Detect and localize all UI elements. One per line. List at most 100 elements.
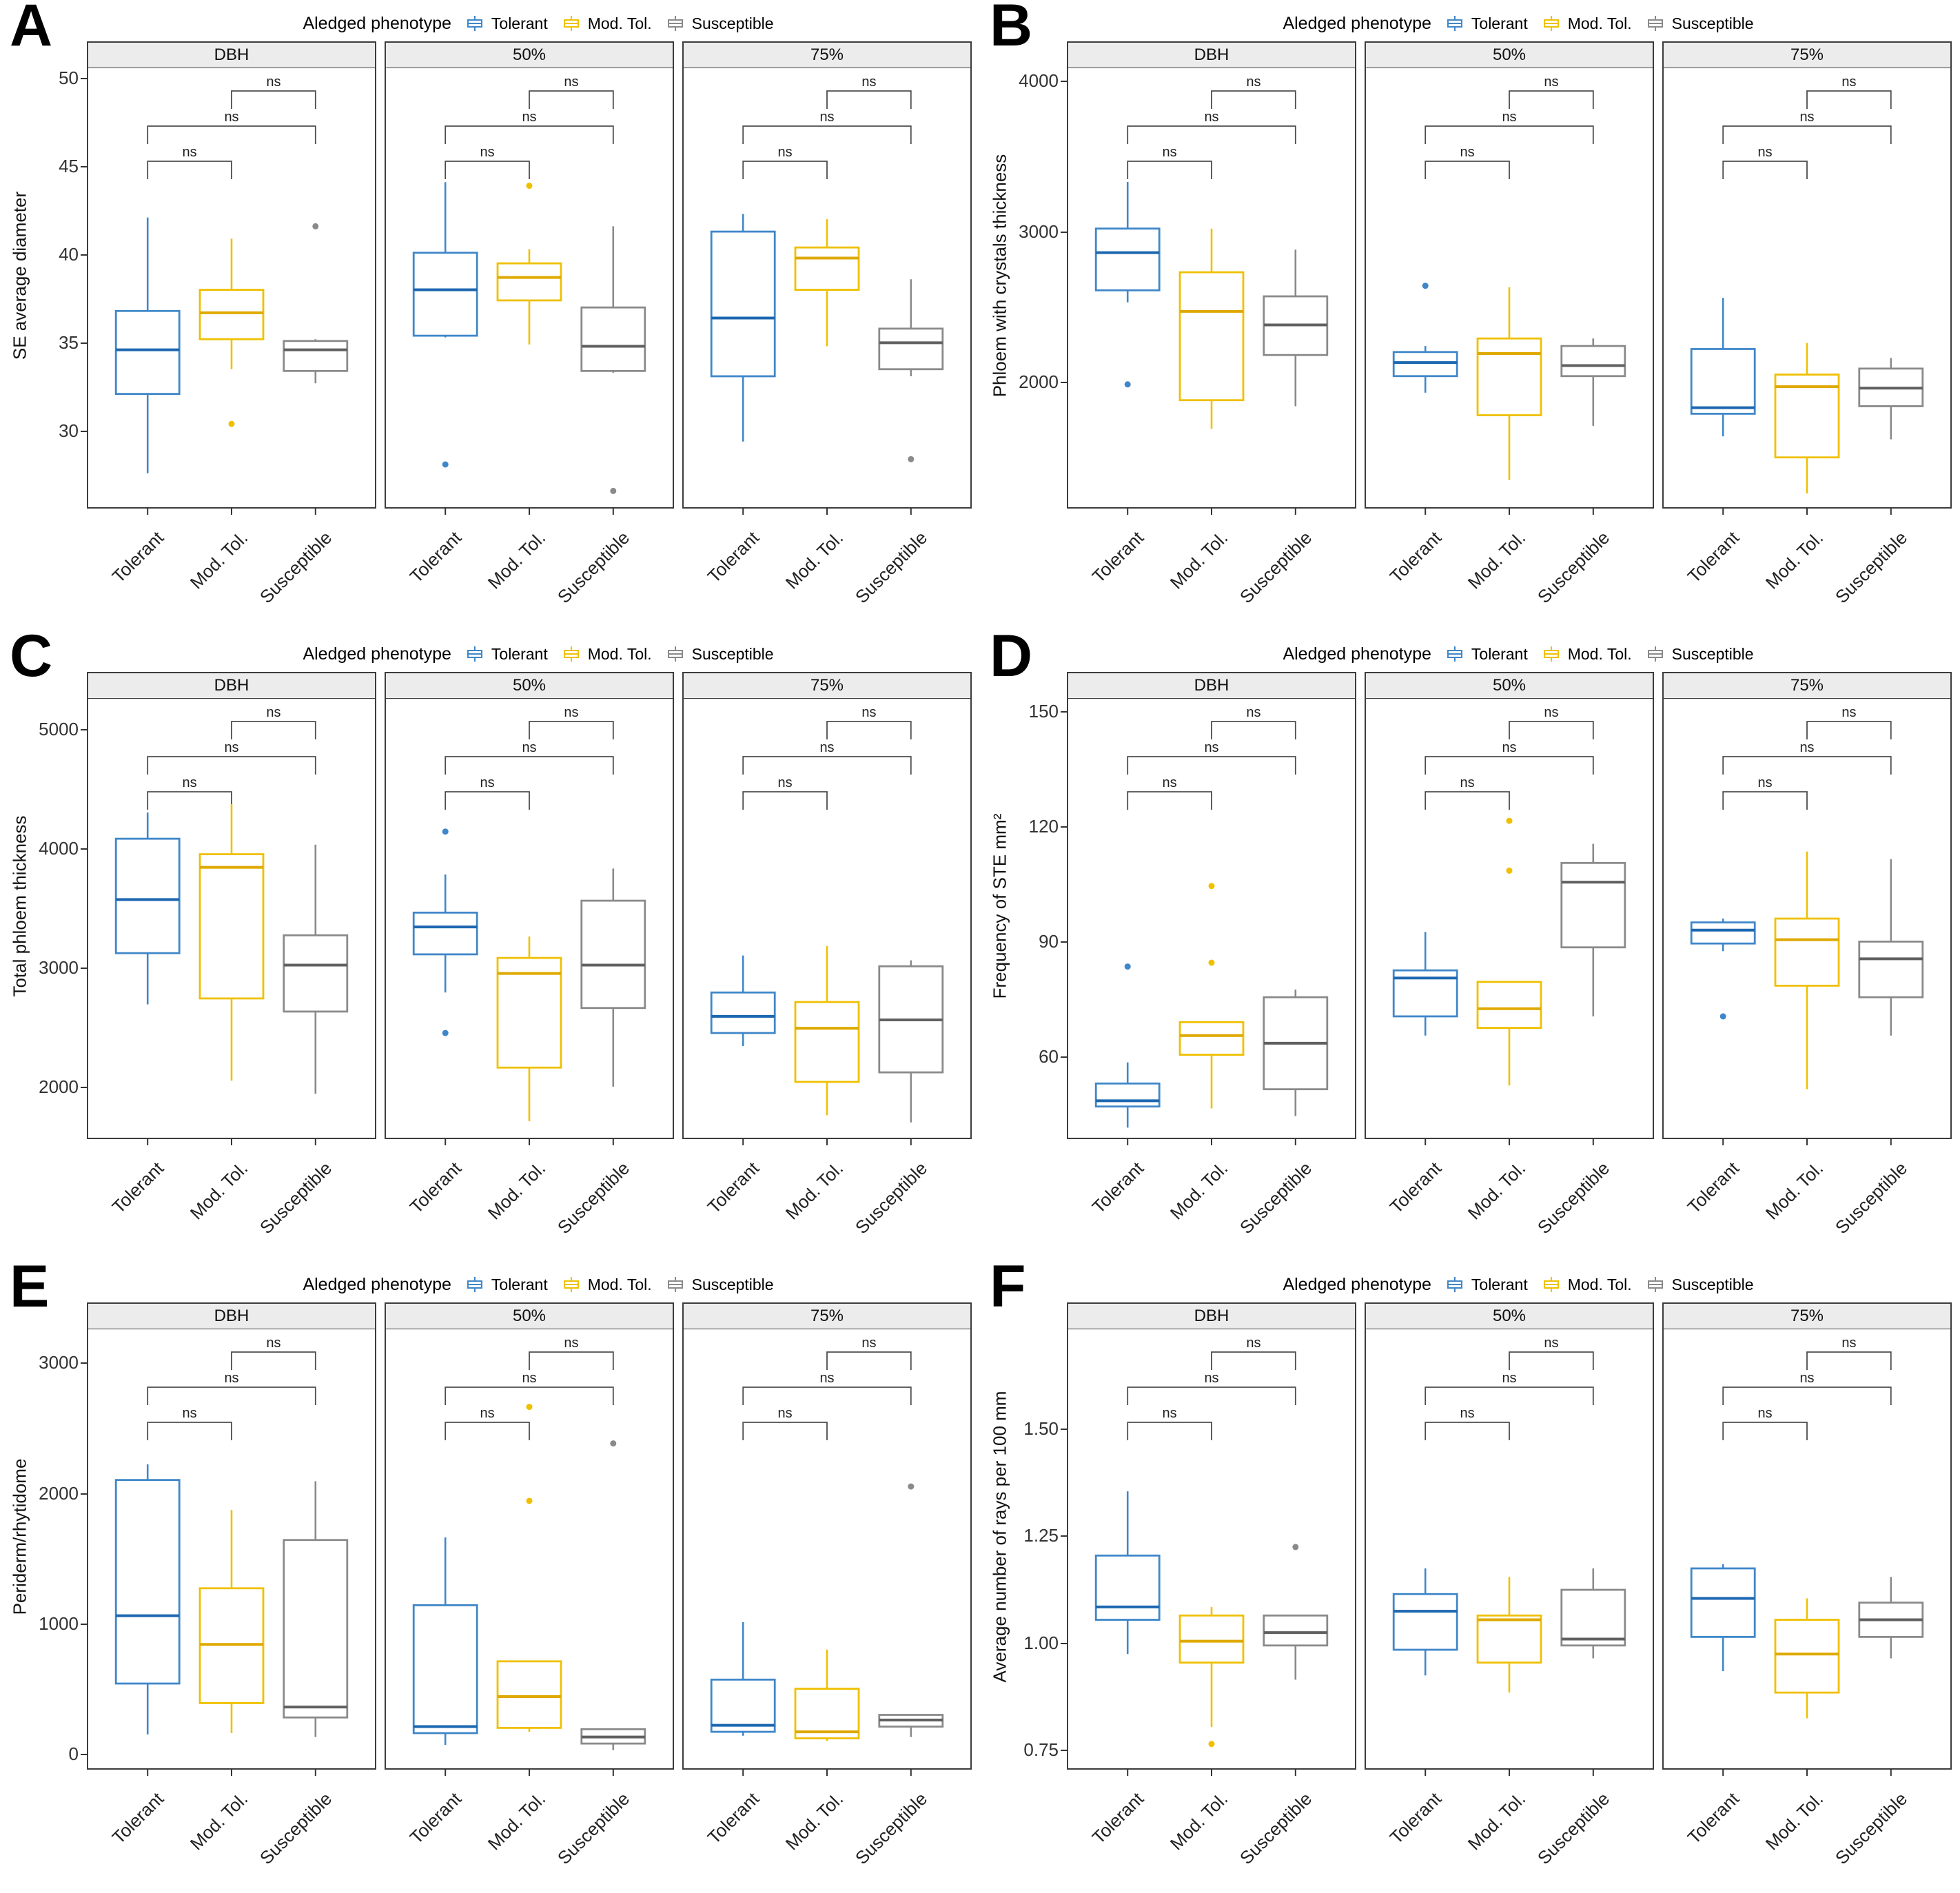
legend-item-label: Susceptible bbox=[1671, 14, 1754, 32]
legend-item-label: Mod. Tol. bbox=[587, 14, 652, 32]
x-tick-label: Tolerant bbox=[405, 527, 466, 587]
significance-bracket: ns bbox=[1211, 705, 1296, 739]
significance-label: ns bbox=[1246, 1336, 1260, 1351]
facet-plot: ns ns ns bbox=[1662, 1329, 1952, 1776]
significance-bracket: ns bbox=[1806, 1336, 1892, 1370]
bracket-line bbox=[826, 1351, 912, 1370]
plot-row: SE average diameter 30 35 40 45 50 DBH ns ns ns To… bbox=[4, 41, 980, 626]
bracket-line bbox=[1425, 1387, 1594, 1405]
boxplot-tolerant bbox=[412, 828, 478, 1036]
plot-row: Phloem with crystals thickness 2000 3000 40… bbox=[984, 41, 1960, 626]
iqr-box bbox=[710, 230, 776, 378]
significance-bracket: ns bbox=[445, 1406, 530, 1440]
x-axis-labels: Tolerant Mod. Tol. Susceptible bbox=[1365, 518, 1654, 626]
bracket-line bbox=[1722, 1422, 1808, 1440]
bracket-line bbox=[826, 721, 912, 739]
significance-bracket: ns bbox=[147, 110, 316, 144]
y-tick-mark bbox=[1061, 1749, 1067, 1751]
iqr-box bbox=[412, 1604, 478, 1735]
x-tick-label: Mod. Tol. bbox=[185, 1158, 252, 1224]
iqr-box bbox=[580, 306, 646, 372]
bracket-line bbox=[1722, 791, 1808, 810]
y-tick-mark bbox=[81, 342, 87, 344]
x-tick-label: Susceptible bbox=[1830, 527, 1912, 608]
boxplot-key-icon bbox=[563, 16, 579, 31]
boxplot-key-icon bbox=[1543, 16, 1559, 31]
x-tick-label: Mod. Tol. bbox=[781, 1788, 848, 1854]
significance-bracket: ns bbox=[1425, 1406, 1510, 1440]
significance-label: ns bbox=[1502, 1371, 1516, 1386]
bracket-line bbox=[742, 125, 912, 144]
outlier-dot bbox=[442, 461, 449, 468]
facet-strip-label: 50% bbox=[512, 45, 547, 64]
legend: Aledged phenotype Tolerant Mod. Tol. Suscep… bbox=[1076, 6, 1960, 41]
significance-bracket: ns bbox=[147, 1406, 232, 1440]
iqr-box bbox=[1690, 1567, 1756, 1638]
x-axis-labels: Tolerant Mod. Tol. Susceptible bbox=[682, 1148, 972, 1257]
significance-label: ns bbox=[266, 74, 280, 90]
outlier-dot bbox=[526, 1497, 533, 1504]
bracket-line bbox=[1425, 756, 1594, 775]
facet-strip: 50% bbox=[1365, 1302, 1654, 1330]
x-tick-label: Susceptible bbox=[1235, 1788, 1316, 1869]
bracket-line bbox=[1722, 756, 1892, 775]
boxplot-susceptible bbox=[878, 1483, 944, 1737]
x-tick-label: Tolerant bbox=[1088, 527, 1148, 587]
outlier-dot bbox=[1124, 963, 1131, 970]
boxplot-susceptible bbox=[283, 844, 349, 1094]
legend-item-tolerant: Tolerant bbox=[1444, 645, 1528, 664]
significance-bracket: ns bbox=[1722, 1371, 1892, 1405]
significance-label: ns bbox=[1460, 1406, 1475, 1421]
legend-item-label: Susceptible bbox=[691, 14, 774, 32]
boxplot-mod-tol- bbox=[198, 238, 265, 427]
facet-row: DBH ns ns ns Tolerant Mod. Tol. Susceptible 50%… bbox=[87, 41, 972, 626]
facet-strip-label: 75% bbox=[1790, 1307, 1824, 1325]
legend-item-tolerant: Tolerant bbox=[464, 1276, 548, 1294]
significance-label: ns bbox=[480, 145, 495, 160]
iqr-box bbox=[1476, 1614, 1542, 1664]
y-tick-mark bbox=[1061, 1642, 1067, 1644]
boxplot-mod-tol- bbox=[1774, 342, 1840, 494]
significance-label: ns bbox=[1246, 705, 1260, 720]
iqr-box bbox=[114, 837, 181, 954]
y-axis-title-text: Total phloem thickness bbox=[9, 815, 30, 997]
panel-F: F Aledged phenotype Tolerant Mod. Tol. Susce… bbox=[980, 1257, 1960, 1893]
y-tick-label: 1.25 bbox=[1023, 1525, 1059, 1546]
facet-plot: ns ns ns bbox=[1662, 698, 1952, 1145]
facet-plot: ns ns ns bbox=[385, 1329, 674, 1776]
x-tick-label: Susceptible bbox=[553, 1158, 634, 1238]
x-axis-labels: Tolerant Mod. Tol. Susceptible bbox=[1662, 1779, 1952, 1887]
facet-strip-label: 75% bbox=[810, 676, 844, 695]
significance-bracket: ns bbox=[1425, 775, 1510, 810]
y-axis-ticks: 2000 3000 4000 bbox=[1016, 41, 1067, 510]
bracket-line bbox=[1806, 1351, 1892, 1370]
significance-bracket: ns bbox=[742, 110, 912, 144]
y-tick-label: 50 bbox=[59, 67, 79, 88]
x-axis-labels: Tolerant Mod. Tol. Susceptible bbox=[1067, 1148, 1356, 1257]
bracket-line bbox=[445, 756, 614, 775]
x-tick-label: Susceptible bbox=[850, 1788, 932, 1869]
y-tick-mark bbox=[1061, 710, 1067, 713]
boxplot-key-icon bbox=[1543, 1277, 1559, 1292]
significance-label: ns bbox=[1460, 145, 1475, 160]
x-tick-label: Mod. Tol. bbox=[483, 1158, 550, 1224]
y-tick-label: 90 bbox=[1039, 930, 1059, 952]
y-tick-mark bbox=[81, 77, 87, 79]
x-tick-label: Mod. Tol. bbox=[1463, 527, 1530, 593]
x-tick-label: Mod. Tol. bbox=[185, 527, 252, 593]
x-tick-label: Susceptible bbox=[1533, 527, 1614, 608]
legend-item-mod-tol-: Mod. Tol. bbox=[1540, 14, 1632, 33]
significance-label: ns bbox=[480, 1406, 495, 1421]
x-tick-label: Mod. Tol. bbox=[1463, 1788, 1530, 1854]
facet-DBH: DBH ns ns ns Tolerant Mod. Tol. Susceptible bbox=[87, 1302, 376, 1887]
y-tick-label: 60 bbox=[1039, 1045, 1059, 1067]
x-tick-label: Mod. Tol. bbox=[781, 1158, 848, 1224]
legend-item-label: Mod. Tol. bbox=[587, 1275, 652, 1293]
boxplot-key-icon bbox=[1447, 1277, 1462, 1292]
bracket-line bbox=[529, 90, 614, 109]
legend-item-susceptible: Susceptible bbox=[664, 645, 774, 664]
boxplot-susceptible bbox=[580, 868, 646, 1087]
significance-label: ns bbox=[1163, 1406, 1177, 1421]
x-tick-label: Mod. Tol. bbox=[1463, 1158, 1530, 1224]
